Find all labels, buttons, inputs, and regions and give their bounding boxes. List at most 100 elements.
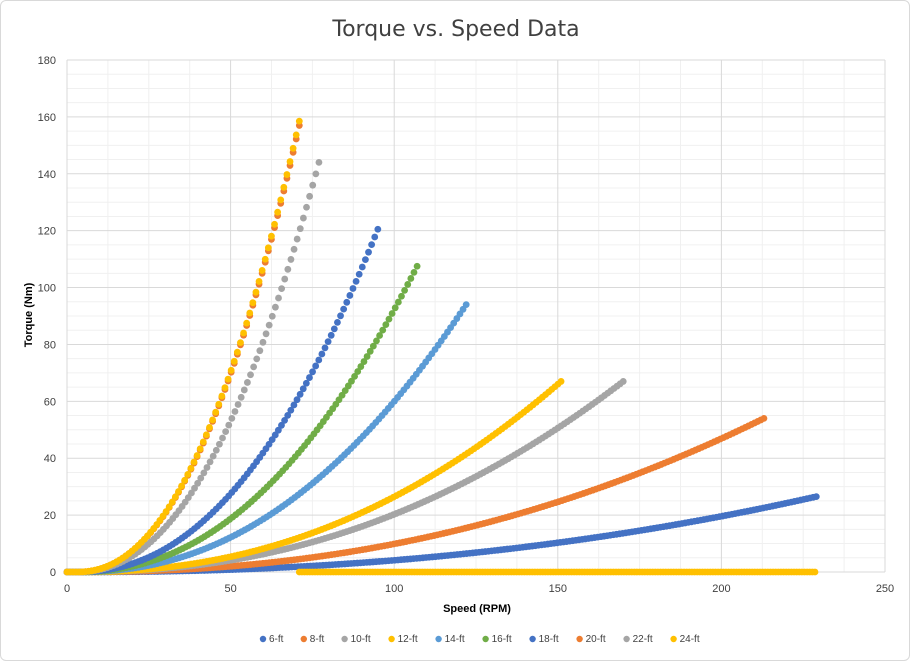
data-point xyxy=(181,476,189,484)
data-point xyxy=(261,255,269,263)
data-point xyxy=(259,338,267,346)
data-point xyxy=(278,285,286,292)
data-point xyxy=(413,262,421,270)
data-point xyxy=(222,428,230,436)
data-point xyxy=(303,203,310,211)
data-point xyxy=(366,347,374,355)
chart-title: Torque vs. Speed Data xyxy=(331,17,579,42)
data-point xyxy=(209,452,217,460)
data-point xyxy=(271,220,278,228)
data-point xyxy=(244,379,251,386)
legend-item: 22-ft xyxy=(623,634,653,645)
data-point xyxy=(330,325,338,333)
data-point xyxy=(247,371,254,379)
data-point xyxy=(202,431,210,439)
legend-item: 10-ft xyxy=(341,634,371,645)
data-point xyxy=(280,183,288,191)
x-tick-label: 200 xyxy=(712,583,730,595)
y-tick-label: 60 xyxy=(44,396,56,408)
data-point xyxy=(262,330,270,338)
data-point xyxy=(240,329,247,337)
legend-item: 8-ft xyxy=(300,634,324,645)
y-tick-label: 120 xyxy=(38,226,56,238)
data-point xyxy=(382,321,390,329)
data-point xyxy=(374,225,382,233)
data-point xyxy=(172,493,179,501)
data-point xyxy=(321,344,329,352)
plot-series xyxy=(63,117,820,576)
data-point xyxy=(206,458,214,466)
legend-label: 10-ft xyxy=(351,634,371,645)
data-point xyxy=(346,292,354,299)
legend-marker xyxy=(388,635,395,643)
data-point xyxy=(187,464,195,472)
data-point xyxy=(391,304,399,312)
data-point xyxy=(363,353,371,360)
tick-labels: 0 50 100 150 200 250 0 20 40 60 80 100 120 140 160 180 xyxy=(38,55,895,595)
data-point xyxy=(348,377,355,385)
legend-marker xyxy=(435,635,442,643)
data-point xyxy=(355,270,363,278)
legend-label: 22-ft xyxy=(633,634,653,645)
legend-marker xyxy=(529,635,536,643)
x-axis-label: Speed (RPM) xyxy=(443,603,511,615)
data-point xyxy=(274,208,282,216)
legend-marker xyxy=(341,635,348,643)
data-point xyxy=(388,310,396,317)
data-point xyxy=(306,192,314,200)
data-point xyxy=(225,421,233,429)
data-point xyxy=(340,305,348,313)
x-tick-label: 250 xyxy=(876,583,894,595)
data-point xyxy=(373,337,380,345)
y-tick-label: 40 xyxy=(44,453,56,465)
data-point xyxy=(315,356,323,364)
y-tick-label: 160 xyxy=(38,112,56,124)
data-point xyxy=(287,406,295,414)
data-point xyxy=(309,181,317,189)
data-point xyxy=(228,414,236,422)
data-point xyxy=(216,440,223,448)
data-point xyxy=(360,358,368,365)
data-point xyxy=(296,225,304,233)
data-point xyxy=(274,426,282,434)
legend-item: 20-ft xyxy=(576,634,606,645)
data-point xyxy=(268,232,275,240)
data-point xyxy=(219,434,226,442)
data-point xyxy=(277,196,285,204)
data-point xyxy=(362,256,369,264)
data-point xyxy=(196,445,204,453)
data-point xyxy=(315,159,323,166)
data-point xyxy=(343,298,351,306)
data-point xyxy=(197,474,205,482)
data-point xyxy=(376,332,383,339)
y-tick-label: 20 xyxy=(44,510,56,522)
data-point xyxy=(379,326,387,334)
data-point xyxy=(334,318,341,326)
x-tick-label: 50 xyxy=(224,583,236,595)
data-point xyxy=(237,393,245,401)
data-point xyxy=(212,408,220,416)
legend-label: 12-ft xyxy=(398,634,418,645)
data-point xyxy=(407,275,415,282)
data-point xyxy=(299,214,307,222)
data-point xyxy=(462,301,470,309)
data-point xyxy=(200,469,208,477)
x-tick-label: 100 xyxy=(385,583,403,595)
data-point xyxy=(354,368,362,375)
x-tick-label: 0 xyxy=(64,583,70,595)
legend-item: 18-ft xyxy=(529,634,559,645)
data-point xyxy=(398,292,405,300)
data-point xyxy=(218,392,226,400)
data-point xyxy=(286,158,294,165)
data-point xyxy=(256,347,264,355)
data-point xyxy=(371,233,379,241)
data-point xyxy=(283,171,291,178)
data-point xyxy=(215,400,223,408)
y-tick-label: 180 xyxy=(38,55,56,67)
data-point xyxy=(290,401,298,409)
data-point xyxy=(318,350,326,358)
data-point xyxy=(312,362,320,370)
data-point xyxy=(240,386,248,394)
